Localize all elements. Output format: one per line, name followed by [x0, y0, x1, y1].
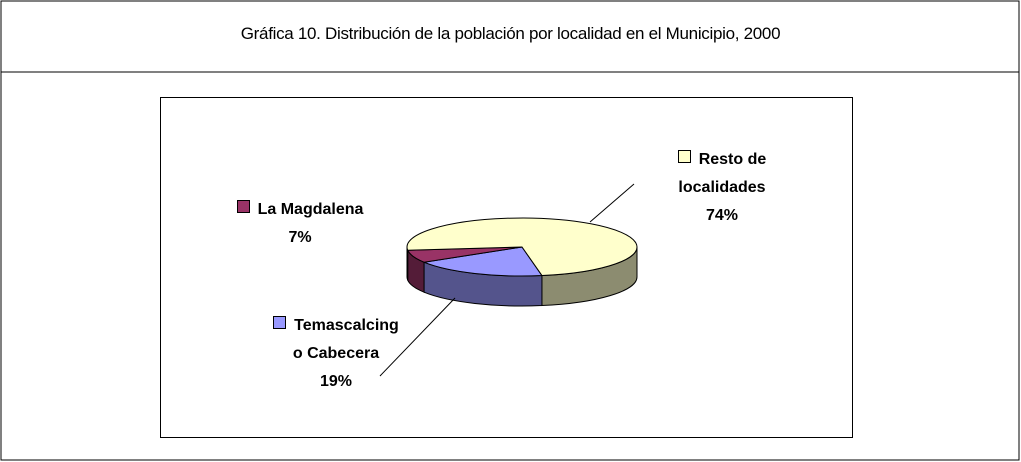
data-label: Temascalcingo Cabecera 19% [270, 312, 402, 396]
legend-swatch [677, 150, 691, 163]
data-label: Resto de localidades 74% [642, 146, 802, 230]
category-label: La Magdalena [257, 201, 364, 218]
leader-line [589, 183, 635, 223]
leader-line [379, 297, 456, 377]
legend-swatch [236, 200, 250, 213]
chart-title: Gráfica 10. Distribución de la población… [240, 24, 781, 43]
data-label: La Magdalena 7% [235, 196, 365, 252]
pie [406, 217, 638, 307]
plot-box [160, 97, 853, 438]
value-label: 7% [288, 229, 312, 246]
slice-side [406, 246, 409, 281]
category-label: Resto de localidades [678, 151, 767, 196]
category-label: Temascalcingo Cabecera [292, 317, 399, 362]
slice [406, 217, 638, 277]
value-label: 19% [319, 373, 353, 390]
slice [422, 246, 543, 277]
legend-swatch [273, 316, 287, 329]
value-label: 74% [705, 207, 739, 224]
